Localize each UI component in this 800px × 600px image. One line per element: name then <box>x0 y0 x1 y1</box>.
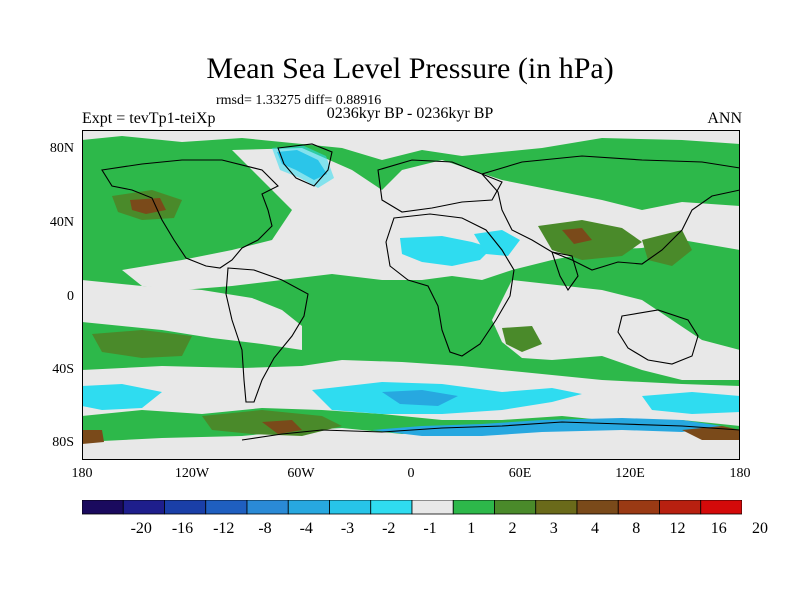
field-positive-ross <box>82 430 104 444</box>
coast-australia <box>617 309 699 365</box>
coast-asia <box>481 155 740 271</box>
field-positive-tibet-core <box>562 228 592 244</box>
field-neutral-indian <box>492 280 740 380</box>
colorbar-label: -8 <box>258 520 272 537</box>
lon-label-180w: 180 <box>71 466 93 481</box>
stats-line: rmsd= 1.33275 diff= 0.88916 <box>216 93 382 108</box>
colorbar-swatch <box>329 500 372 515</box>
colorbar-swatch <box>246 500 289 515</box>
field-positive-south-pacific <box>92 330 192 358</box>
coastlines <box>101 143 740 441</box>
colorbar-swatch <box>205 500 248 515</box>
map-frame <box>82 130 740 460</box>
field-negative-south-pacific <box>82 384 162 410</box>
colorbar-label: -16 <box>171 520 194 537</box>
colorbar-swatch <box>452 500 495 515</box>
field-negative-antarctic-coast <box>372 418 722 436</box>
lon-label-60e: 60E <box>508 466 532 481</box>
colorbar-swatch <box>82 500 124 515</box>
colorbar-swatch <box>122 500 165 515</box>
lat-label-0: 0 <box>67 289 74 304</box>
field-positive-madagascar <box>502 326 542 352</box>
colorbar-swatch <box>370 500 413 515</box>
coast-europe <box>377 159 503 213</box>
colorbar-label: 2 <box>508 520 517 537</box>
lon-label-60w: 60W <box>287 466 315 481</box>
colorbar-label: -20 <box>130 520 152 537</box>
colorbar-label: 12 <box>669 520 686 537</box>
field-negative-greenland-edge <box>272 145 334 188</box>
field-negative-south-indian <box>642 392 740 414</box>
colorbar-label: 8 <box>632 520 641 537</box>
season-label: ANN <box>707 110 742 127</box>
colorbar-label: 20 <box>752 520 768 537</box>
field-neutral-atlantic-north <box>122 148 740 290</box>
colorbar-label: -1 <box>423 520 437 537</box>
field-negative-south-atlantic-core <box>382 390 458 406</box>
colorbar-swatch <box>411 500 454 515</box>
colorbar-label: 3 <box>549 520 558 537</box>
lat-label-40n: 40N <box>49 215 74 230</box>
coast-north-america <box>101 159 279 269</box>
field-neutral-north-arctic <box>82 130 740 160</box>
lat-label-80n: 80N <box>49 141 74 156</box>
colorbar-swatch <box>576 500 619 515</box>
field-neutral-south-pacific <box>82 280 302 350</box>
coast-south-america <box>225 267 309 403</box>
colorbar-swatch <box>287 500 330 515</box>
colorbar-label: 4 <box>591 520 599 537</box>
field-positive-southern-core <box>262 420 302 434</box>
field-positive-east-asia <box>642 230 692 266</box>
colorbar <box>82 500 742 515</box>
colorbar-label: -3 <box>340 520 355 537</box>
map-title: Mean Sea Level Pressure (in hPa) <box>206 52 614 85</box>
colorbar-swatch <box>535 500 578 515</box>
colorbar-swatch <box>700 500 742 515</box>
coast-africa <box>385 213 515 357</box>
lon-label-0: 0 <box>407 466 415 481</box>
colorbar-label: -2 <box>382 520 396 537</box>
colorbar-swatch <box>164 500 207 515</box>
colorbar-swatch <box>617 500 660 515</box>
colorbar-swatch <box>494 500 537 515</box>
period-label: 0236kyr BP - 0236kyr BP <box>326 105 494 122</box>
pressure-map <box>82 130 740 460</box>
coast-greenland <box>277 143 333 187</box>
colorbar-label: 16 <box>710 520 727 537</box>
colorbar-label: -4 <box>299 520 313 537</box>
coast-antarctica <box>241 421 740 441</box>
lon-label-120w: 120W <box>174 466 210 481</box>
colorbar-swatch <box>659 500 702 515</box>
colorbar-label: -12 <box>213 520 235 537</box>
lon-label-180e: 180 <box>729 466 751 481</box>
field-negative-north-africa <box>400 236 492 266</box>
colorbar-label: 1 <box>467 520 476 537</box>
lat-label-40s: 40S <box>52 362 74 377</box>
experiment-label: Expt = tevTp1-teiXp <box>82 110 216 127</box>
coast-india <box>551 251 579 292</box>
lon-label-120e: 120E <box>615 466 645 481</box>
lat-label-80s: 80S <box>52 435 74 450</box>
field-neutral-antarctic <box>82 424 740 460</box>
